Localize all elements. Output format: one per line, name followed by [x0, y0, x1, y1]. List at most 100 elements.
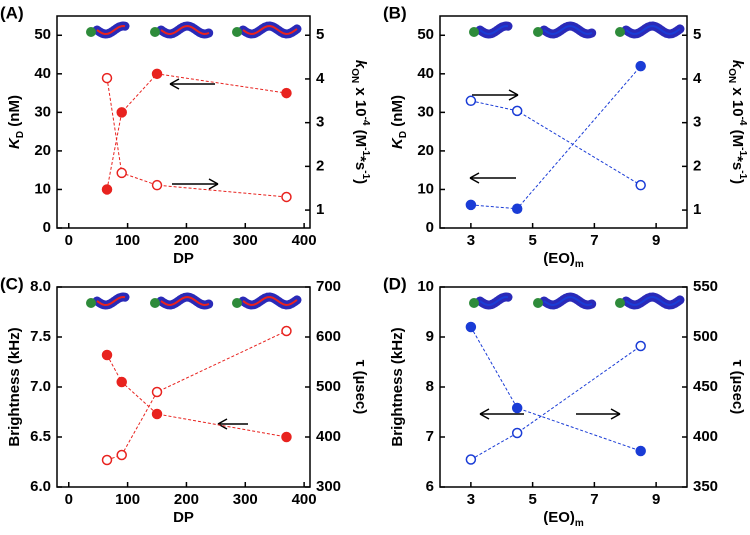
y-tick-label: 7.0	[30, 378, 51, 395]
x-tick-label: 400	[292, 491, 317, 508]
polymer-backbone	[96, 25, 126, 35]
y2-tick-label: 4	[693, 70, 702, 87]
x-tick-label: 7	[590, 232, 598, 249]
series-line	[470, 345, 641, 460]
label-part: D	[15, 131, 26, 138]
data-point	[281, 87, 292, 99]
series-line	[470, 100, 641, 186]
x-tick-label: 0	[65, 232, 73, 249]
x-tick-label: 300	[233, 491, 258, 508]
label-part: m	[575, 259, 584, 270]
protein-icon	[86, 27, 96, 37]
label-part: -1	[360, 170, 371, 179]
x-tick-label: 5	[528, 232, 536, 249]
polymer-backbone	[160, 24, 210, 35]
label-part: (M	[729, 125, 746, 147]
protein-icon	[469, 27, 479, 37]
y-tick-label: 0	[43, 219, 51, 236]
data-point	[101, 72, 113, 84]
data-point	[116, 107, 127, 118]
data-point	[151, 179, 163, 191]
label-part: -1	[737, 170, 748, 179]
label-part: DP	[173, 250, 194, 267]
series-line	[106, 354, 287, 438]
data-point	[465, 454, 477, 465]
y2-tick-label: 500	[316, 378, 341, 395]
data-point	[635, 445, 646, 457]
data-point	[635, 340, 646, 352]
y-axis-title: Brightness (kHz)	[6, 327, 23, 446]
arrow-head	[610, 408, 621, 420]
data-point	[281, 191, 292, 203]
y2-tick-label: 350	[693, 478, 718, 495]
label-part: τ (µsec)	[352, 360, 369, 415]
x-tick-label: 5	[528, 491, 536, 508]
arrow-head	[208, 178, 219, 190]
y2-tick-label: 400	[316, 428, 341, 445]
data-point	[116, 167, 127, 179]
data-point	[281, 431, 292, 443]
y-tick-label: 10	[417, 278, 434, 295]
protein-icon	[86, 298, 96, 308]
panel-label: (C)	[0, 274, 24, 293]
y2-tick-label: 1	[693, 201, 701, 218]
data-point	[635, 179, 646, 191]
data-point	[101, 184, 113, 195]
y2-tick-label: 700	[316, 278, 341, 295]
data-point	[465, 95, 477, 107]
y-tick-label: 10	[34, 180, 51, 197]
data-point	[151, 68, 163, 80]
y2-tick-label: 5	[316, 26, 324, 43]
y-tick-label: 10	[417, 180, 434, 197]
protein-icon	[533, 27, 543, 37]
label-part: (nM)	[6, 95, 23, 131]
label-part: *s	[352, 156, 369, 170]
label-part: )	[729, 179, 746, 184]
y-tick-label: 50	[34, 26, 51, 43]
protein-icon	[232, 27, 242, 37]
plot-frame	[439, 15, 688, 229]
polymer-backbone	[242, 25, 298, 35]
y-axis-title: Brightness (kHz)	[389, 327, 406, 446]
y-tick-label: 0	[426, 219, 434, 236]
protein-icon	[150, 27, 160, 37]
y2-tick-label: 600	[316, 328, 341, 345]
label-part: -4	[737, 117, 748, 126]
label-part: (nM)	[389, 95, 406, 131]
polymer-backbone	[160, 295, 210, 306]
label-part: ON	[349, 68, 360, 83]
y-tick-label: 8.0	[30, 278, 51, 295]
arrow-head	[169, 78, 180, 90]
series-line	[470, 65, 642, 210]
series-line	[106, 73, 287, 190]
y-tick-label: 20	[417, 142, 434, 159]
protein-icon	[232, 298, 242, 308]
label-part: DP	[173, 509, 194, 526]
y2-axis-title: τ (µsec)	[352, 360, 369, 415]
x-tick-label: 3	[467, 491, 475, 508]
x-tick-label: 100	[115, 232, 140, 249]
label-part: D	[398, 131, 409, 138]
panel-label: (B)	[383, 3, 407, 22]
panel-label: (A)	[0, 3, 24, 22]
data-point	[511, 427, 523, 439]
data-point	[511, 105, 523, 117]
y2-tick-label: 500	[693, 328, 718, 345]
y2-tick-label: 3	[693, 114, 701, 131]
series-line	[106, 330, 287, 461]
data-point	[151, 408, 163, 420]
y-tick-label: 6.0	[30, 478, 51, 495]
label-part: K	[6, 137, 23, 149]
x-axis-title: DP	[173, 509, 194, 526]
x-axis-title: DP	[173, 250, 194, 267]
polymer-backbone	[543, 295, 593, 306]
x-tick-label: 9	[652, 232, 660, 249]
label-part: )	[352, 179, 369, 184]
plot-frame	[56, 286, 311, 488]
y2-tick-label: 2	[693, 157, 701, 174]
polymer-backbone	[479, 25, 509, 35]
label-part: τ (µsec)	[729, 360, 746, 415]
y2-tick-label: 3	[316, 114, 324, 131]
data-point	[511, 203, 523, 214]
y-tick-label: 30	[34, 103, 51, 120]
